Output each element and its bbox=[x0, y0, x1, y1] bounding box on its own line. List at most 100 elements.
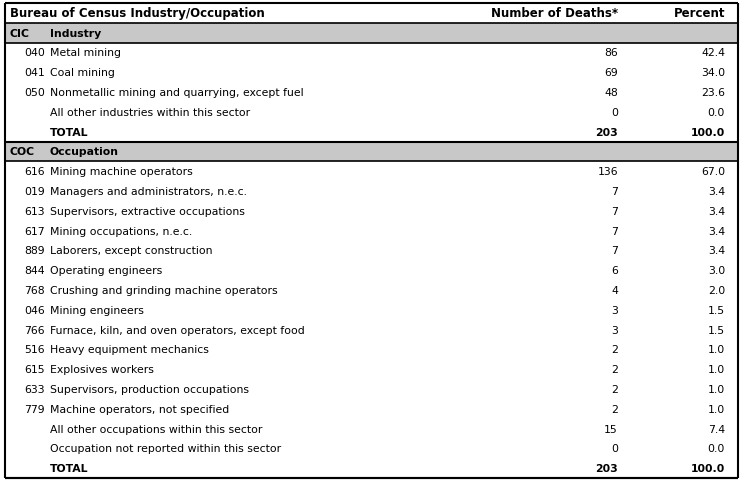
Text: 15: 15 bbox=[604, 424, 618, 433]
Text: Mining machine operators: Mining machine operators bbox=[50, 167, 193, 177]
Bar bbox=[5, 458, 738, 478]
Text: 3.4: 3.4 bbox=[708, 246, 725, 256]
Text: 0.0: 0.0 bbox=[708, 108, 725, 118]
Text: 3: 3 bbox=[611, 305, 618, 315]
Text: 768: 768 bbox=[25, 286, 45, 295]
Text: 617: 617 bbox=[25, 226, 45, 236]
Text: 42.4: 42.4 bbox=[701, 48, 725, 59]
Bar bbox=[5, 44, 738, 63]
Text: 1.0: 1.0 bbox=[708, 404, 725, 414]
Bar bbox=[5, 221, 738, 241]
Text: Machine operators, not specified: Machine operators, not specified bbox=[50, 404, 229, 414]
Text: Explosives workers: Explosives workers bbox=[50, 364, 154, 374]
Text: Industry: Industry bbox=[50, 29, 101, 38]
Text: Heavy equipment mechanics: Heavy equipment mechanics bbox=[50, 345, 209, 355]
Text: Laborers, except construction: Laborers, except construction bbox=[50, 246, 213, 256]
Text: Number of Deaths*: Number of Deaths* bbox=[491, 7, 618, 20]
Text: 2.0: 2.0 bbox=[708, 286, 725, 295]
Bar bbox=[5, 300, 738, 320]
Text: 7: 7 bbox=[611, 226, 618, 236]
Text: Nonmetallic mining and quarrying, except fuel: Nonmetallic mining and quarrying, except… bbox=[50, 88, 304, 98]
Text: COC: COC bbox=[10, 147, 35, 157]
Text: 019: 019 bbox=[25, 187, 45, 197]
Text: 203: 203 bbox=[595, 463, 618, 473]
Text: 7: 7 bbox=[611, 246, 618, 256]
Text: 050: 050 bbox=[24, 88, 45, 98]
Text: 2: 2 bbox=[611, 364, 618, 374]
Bar bbox=[5, 439, 738, 458]
Text: Percent: Percent bbox=[673, 7, 725, 20]
Text: 2: 2 bbox=[611, 384, 618, 394]
Bar bbox=[5, 379, 738, 399]
Bar bbox=[5, 261, 738, 280]
Bar bbox=[5, 340, 738, 360]
Text: Mining engineers: Mining engineers bbox=[50, 305, 144, 315]
Bar bbox=[5, 162, 738, 182]
Text: Bureau of Census Industry/Occupation: Bureau of Census Industry/Occupation bbox=[10, 7, 265, 20]
Text: 516: 516 bbox=[25, 345, 45, 355]
Bar bbox=[5, 103, 738, 122]
Text: 615: 615 bbox=[25, 364, 45, 374]
Text: All other industries within this sector: All other industries within this sector bbox=[50, 108, 250, 118]
Text: 040: 040 bbox=[24, 48, 45, 59]
Text: 3.0: 3.0 bbox=[708, 265, 725, 276]
Text: 3: 3 bbox=[611, 325, 618, 335]
Text: 0: 0 bbox=[611, 444, 618, 454]
Bar bbox=[5, 241, 738, 261]
Text: 67.0: 67.0 bbox=[701, 167, 725, 177]
Bar bbox=[5, 83, 738, 103]
Text: 2: 2 bbox=[611, 345, 618, 355]
Text: 0: 0 bbox=[611, 108, 618, 118]
Text: Metal mining: Metal mining bbox=[50, 48, 121, 59]
Text: 1.0: 1.0 bbox=[708, 345, 725, 355]
Text: 616: 616 bbox=[25, 167, 45, 177]
Text: 69: 69 bbox=[604, 68, 618, 78]
Text: 7: 7 bbox=[611, 206, 618, 216]
Bar bbox=[5, 320, 738, 340]
Text: Crushing and grinding machine operators: Crushing and grinding machine operators bbox=[50, 286, 278, 295]
Text: 7: 7 bbox=[611, 187, 618, 197]
Text: 3.4: 3.4 bbox=[708, 226, 725, 236]
Text: Supervisors, production occupations: Supervisors, production occupations bbox=[50, 384, 249, 394]
Text: 844: 844 bbox=[25, 265, 45, 276]
Bar bbox=[5, 182, 738, 202]
Bar bbox=[5, 122, 738, 142]
Text: 613: 613 bbox=[25, 206, 45, 216]
Text: 1.0: 1.0 bbox=[708, 364, 725, 374]
Text: 203: 203 bbox=[595, 127, 618, 137]
Bar bbox=[5, 399, 738, 419]
Text: 633: 633 bbox=[25, 384, 45, 394]
Text: 100.0: 100.0 bbox=[690, 463, 725, 473]
Bar bbox=[5, 419, 738, 439]
Bar bbox=[5, 142, 738, 162]
Text: All other occupations within this sector: All other occupations within this sector bbox=[50, 424, 263, 433]
Bar bbox=[5, 202, 738, 221]
Text: 0.0: 0.0 bbox=[708, 444, 725, 454]
Text: 7.4: 7.4 bbox=[708, 424, 725, 433]
Text: 48: 48 bbox=[604, 88, 618, 98]
Text: 6: 6 bbox=[611, 265, 618, 276]
Text: TOTAL: TOTAL bbox=[50, 463, 89, 473]
Text: 1.0: 1.0 bbox=[708, 384, 725, 394]
Text: Furnace, kiln, and oven operators, except food: Furnace, kiln, and oven operators, excep… bbox=[50, 325, 305, 335]
Bar bbox=[5, 4, 738, 24]
Text: Coal mining: Coal mining bbox=[50, 68, 115, 78]
Text: 86: 86 bbox=[604, 48, 618, 59]
Text: 3.4: 3.4 bbox=[708, 187, 725, 197]
Text: Occupation not reported within this sector: Occupation not reported within this sect… bbox=[50, 444, 281, 454]
Text: 23.6: 23.6 bbox=[701, 88, 725, 98]
Bar bbox=[5, 24, 738, 44]
Text: TOTAL: TOTAL bbox=[50, 127, 89, 137]
Text: CIC: CIC bbox=[10, 29, 30, 38]
Text: 779: 779 bbox=[25, 404, 45, 414]
Text: 2: 2 bbox=[611, 404, 618, 414]
Text: Operating engineers: Operating engineers bbox=[50, 265, 162, 276]
Text: 4: 4 bbox=[611, 286, 618, 295]
Text: Supervisors, extractive occupations: Supervisors, extractive occupations bbox=[50, 206, 245, 216]
Bar bbox=[5, 360, 738, 379]
Text: 34.0: 34.0 bbox=[701, 68, 725, 78]
Text: 136: 136 bbox=[597, 167, 618, 177]
Text: 046: 046 bbox=[25, 305, 45, 315]
Text: 766: 766 bbox=[25, 325, 45, 335]
Text: 100.0: 100.0 bbox=[690, 127, 725, 137]
